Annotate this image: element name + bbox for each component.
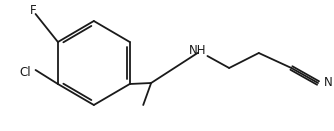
Text: Cl: Cl bbox=[20, 66, 31, 78]
Text: NH: NH bbox=[189, 45, 206, 58]
Text: F: F bbox=[30, 4, 36, 17]
Text: N: N bbox=[324, 77, 333, 89]
